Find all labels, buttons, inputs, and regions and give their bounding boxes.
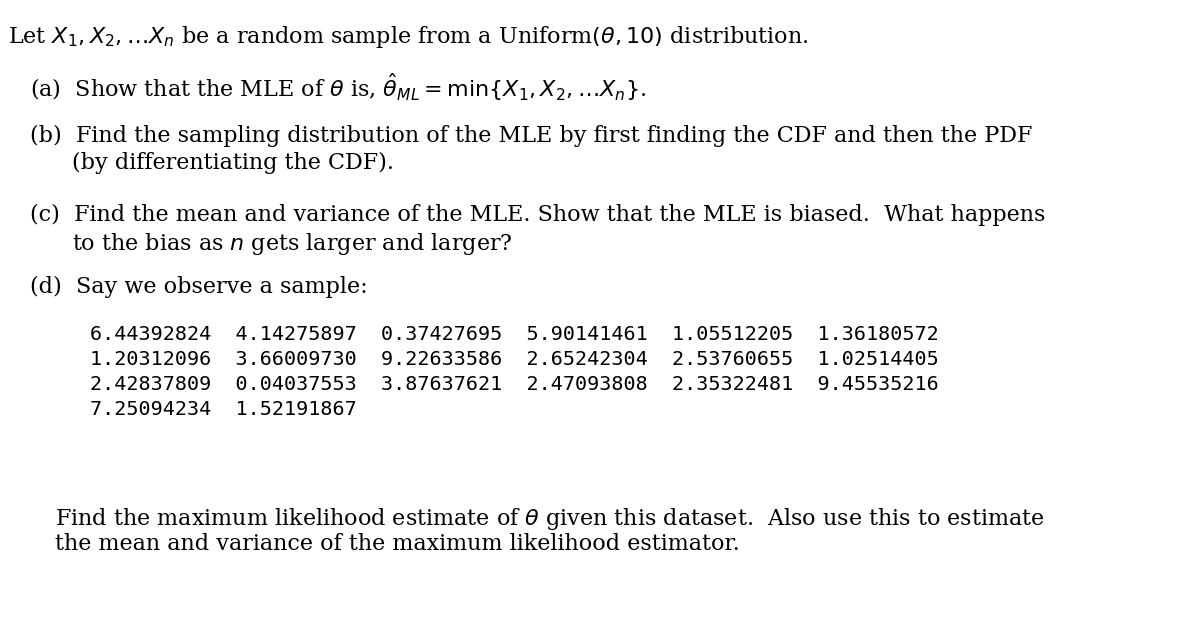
Text: Let $X_1, X_2, \ldots X_n$ be a random sample from a Uniform$(\theta, 10)$ distr: Let $X_1, X_2, \ldots X_n$ be a random s… <box>8 24 809 50</box>
Text: Find the maximum likelihood estimate of $\theta$ given this dataset.  Also use t: Find the maximum likelihood estimate of … <box>55 506 1045 532</box>
Text: (a)  Show that the MLE of $\theta$ is, $\hat{\theta}_{ML} = \min\{X_1, X_2, \ldo: (a) Show that the MLE of $\theta$ is, $\… <box>30 71 647 103</box>
Text: (b)  Find the sampling distribution of the MLE by first finding the CDF and then: (b) Find the sampling distribution of th… <box>30 125 1033 147</box>
Text: (c)  Find the mean and variance of the MLE. Show that the MLE is biased.  What h: (c) Find the mean and variance of the ML… <box>30 204 1046 226</box>
Text: 2.42837809  0.04037553  3.87637621  2.47093808  2.35322481  9.45535216: 2.42837809 0.04037553 3.87637621 2.47093… <box>90 375 939 394</box>
Text: 1.20312096  3.66009730  9.22633586  2.65242304  2.53760655  1.02514405: 1.20312096 3.66009730 9.22633586 2.65242… <box>90 350 939 369</box>
Text: to the bias as $n$ gets larger and larger?: to the bias as $n$ gets larger and large… <box>72 231 513 257</box>
Text: 7.25094234  1.52191867: 7.25094234 1.52191867 <box>90 400 357 419</box>
Text: the mean and variance of the maximum likelihood estimator.: the mean and variance of the maximum lik… <box>55 533 739 555</box>
Text: (by differentiating the CDF).: (by differentiating the CDF). <box>72 152 394 174</box>
Text: 6.44392824  4.14275897  0.37427695  5.90141461  1.05512205  1.36180572: 6.44392824 4.14275897 0.37427695 5.90141… <box>90 325 939 344</box>
Text: (d)  Say we observe a sample:: (d) Say we observe a sample: <box>30 276 368 298</box>
